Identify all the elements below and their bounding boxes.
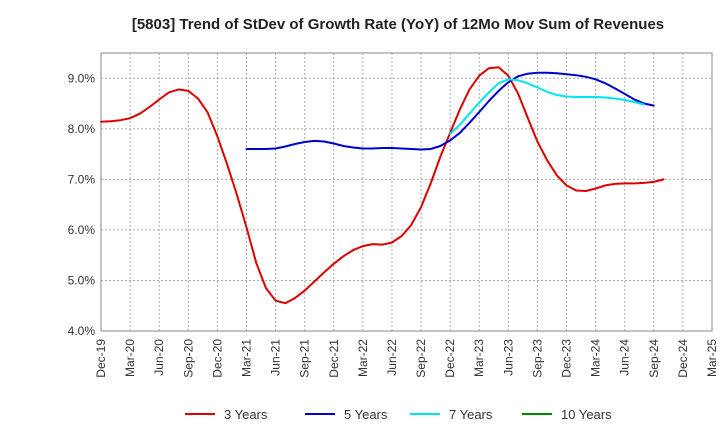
x-tick-label: Sep-23	[530, 339, 544, 378]
series-layer	[100, 66, 665, 305]
x-tick-label: Sep-20	[181, 339, 195, 378]
x-tick-label: Dec-19	[94, 339, 108, 378]
x-tick-label: Dec-21	[327, 339, 341, 378]
y-tick-label: 6.0%	[68, 223, 96, 237]
y-tick-label: 7.0%	[68, 172, 96, 186]
y-tick-label: 8.0%	[68, 122, 96, 136]
x-tick-label: Dec-22	[443, 339, 457, 378]
x-tick-label: Jun-20	[152, 339, 166, 376]
legend-label: 5 Years	[344, 407, 388, 422]
x-tick-label: Mar-25	[705, 339, 719, 377]
series-line-5-years	[245, 71, 655, 151]
x-tick-label: Sep-22	[414, 339, 428, 378]
x-tick-label: Dec-23	[560, 339, 574, 378]
y-tick-label: 5.0%	[68, 273, 96, 287]
x-tick-label: Sep-24	[647, 339, 661, 378]
x-tick-label: Jun-23	[501, 339, 515, 376]
x-tick-label: Jun-22	[385, 339, 399, 376]
legend: 3 Years 5 Years 7 Years 10 Years	[185, 407, 612, 422]
plot-frame	[100, 52, 713, 332]
x-tick-label: Jun-21	[269, 339, 283, 376]
x-tick-label: Sep-21	[298, 339, 312, 378]
y-tick-label: 4.0%	[68, 324, 96, 338]
chart-title: [5803] Trend of StDev of Growth Rate (Yo…	[132, 16, 664, 33]
x-tick-label: Dec-20	[210, 339, 224, 378]
x-tick-label: Dec-24	[676, 339, 690, 378]
series-line-7-years	[449, 78, 646, 135]
y-tick-label: 9.0%	[68, 71, 96, 85]
legend-label: 3 Years	[224, 407, 268, 422]
legend-label: 10 Years	[561, 407, 612, 422]
x-tick-label: Mar-20	[123, 339, 137, 377]
x-tick-label: Mar-23	[472, 339, 486, 377]
x-tick-label: Jun-24	[618, 339, 632, 376]
series-line-3-years	[100, 66, 665, 305]
x-tick-label: Mar-22	[356, 339, 370, 377]
tick-layer: 4.0% 5.0% 6.0% 7.0% 8.0% 9.0% Dec-19 Mar-20 Jun-…	[68, 71, 719, 377]
legend-label: 7 Years	[449, 407, 493, 422]
x-tick-label: Mar-24	[589, 339, 603, 377]
x-tick-label: Mar-21	[239, 339, 253, 377]
